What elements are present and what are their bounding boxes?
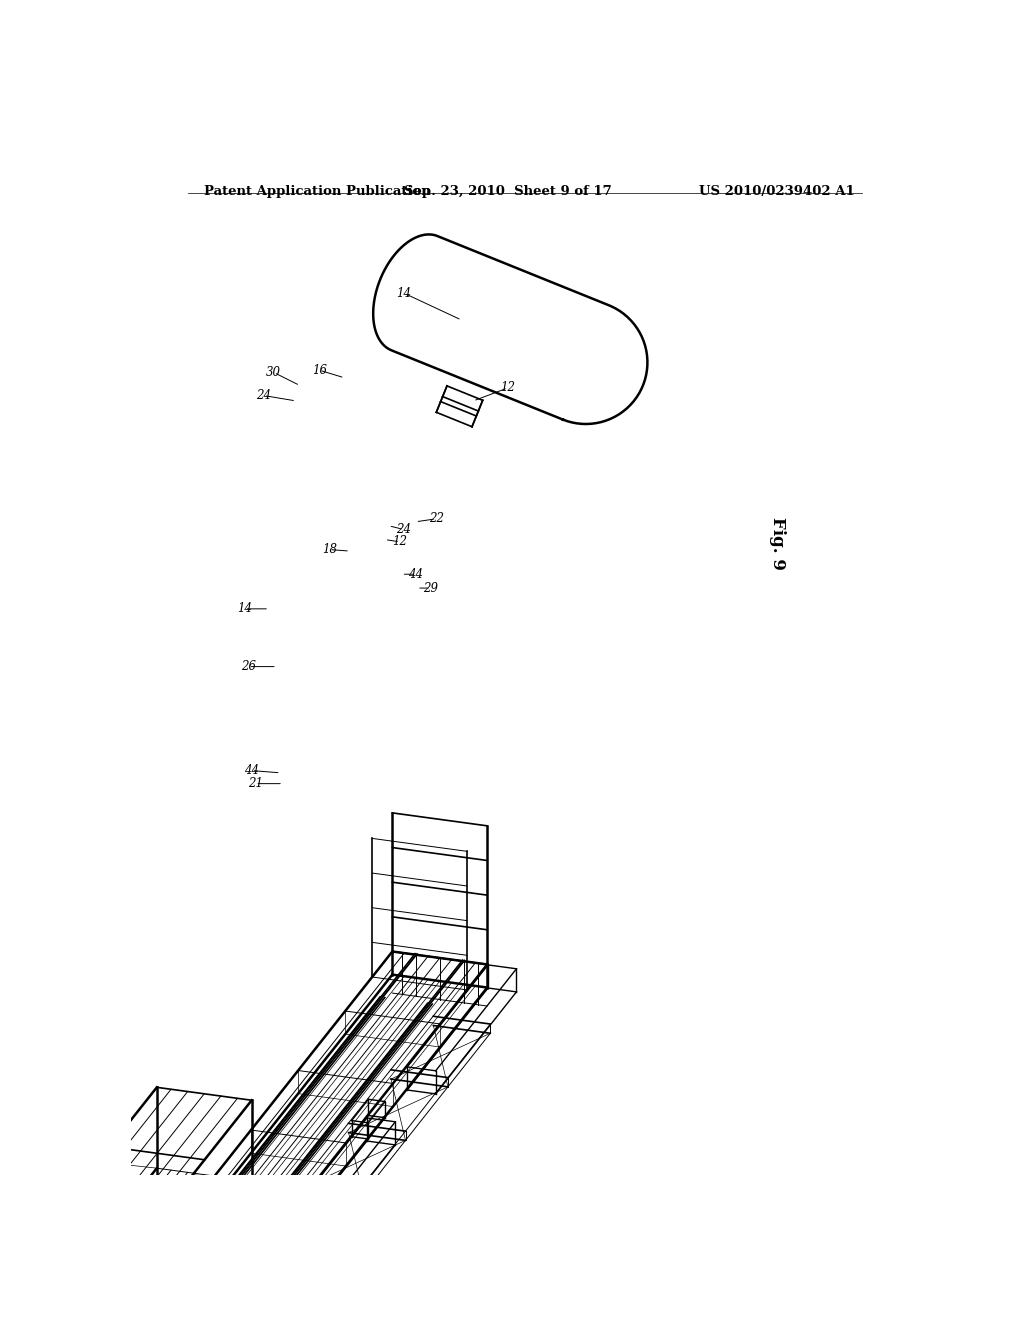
- Text: 21: 21: [248, 777, 263, 791]
- Text: 12: 12: [392, 536, 408, 548]
- Text: 30: 30: [266, 366, 282, 379]
- Text: 44: 44: [408, 568, 423, 581]
- Text: 24: 24: [256, 389, 271, 403]
- Text: 12: 12: [501, 381, 515, 395]
- Text: 24: 24: [396, 523, 412, 536]
- Text: 18: 18: [322, 543, 337, 556]
- Text: 44: 44: [244, 764, 259, 777]
- Text: 29: 29: [423, 582, 438, 594]
- Text: Patent Application Publication: Patent Application Publication: [204, 185, 430, 198]
- Text: US 2010/0239402 A1: US 2010/0239402 A1: [698, 185, 854, 198]
- Text: Sep. 23, 2010  Sheet 9 of 17: Sep. 23, 2010 Sheet 9 of 17: [404, 185, 611, 198]
- Text: 22: 22: [429, 512, 443, 525]
- Text: 14: 14: [396, 286, 412, 300]
- Text: 26: 26: [241, 660, 256, 673]
- Text: Fig. 9: Fig. 9: [769, 517, 785, 570]
- Text: 16: 16: [311, 363, 327, 376]
- Text: 14: 14: [237, 602, 252, 615]
